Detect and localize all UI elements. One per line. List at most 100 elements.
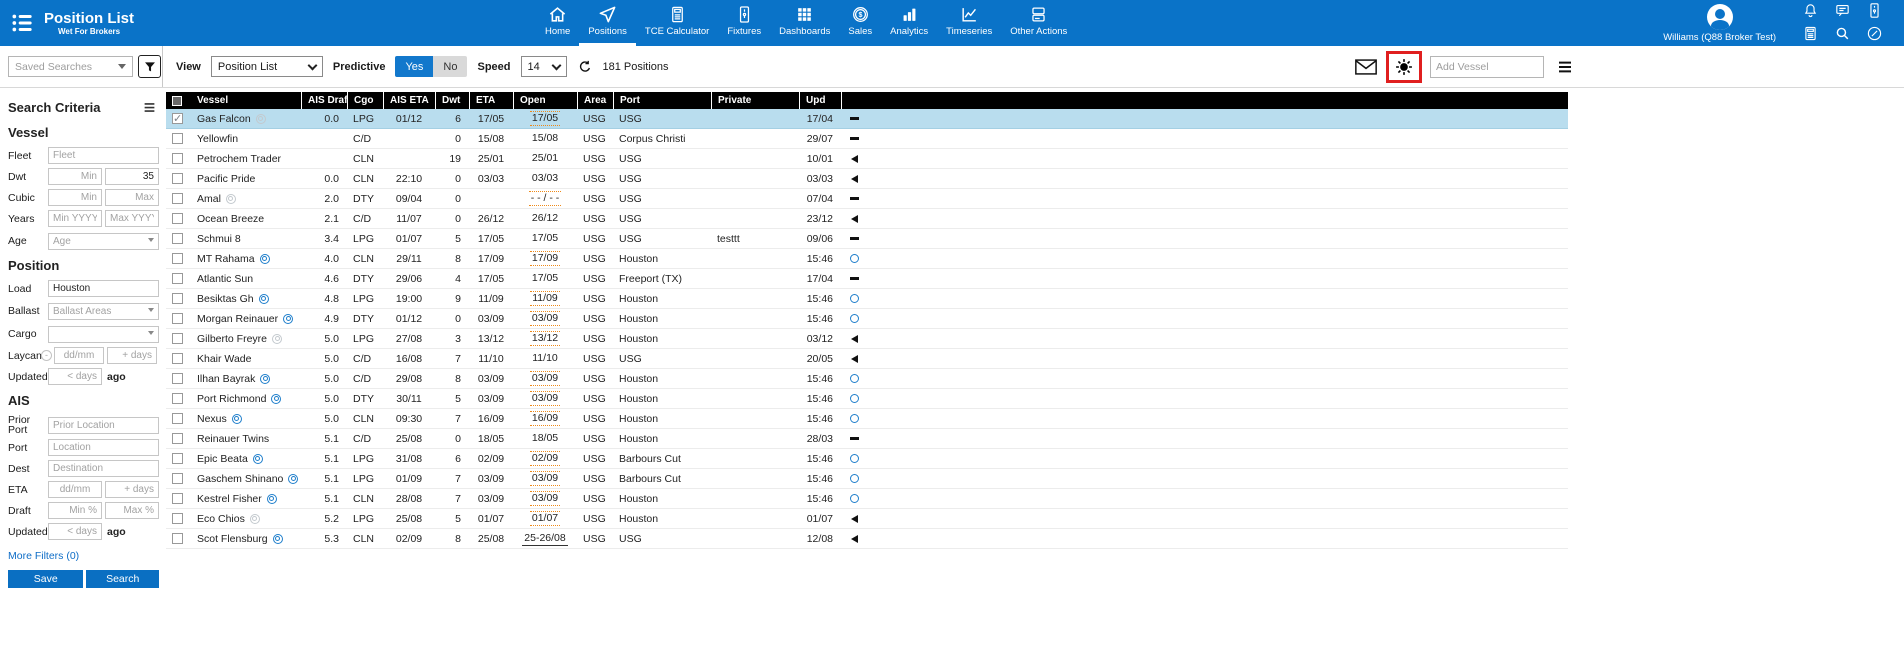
ballast-select[interactable] <box>48 303 159 320</box>
table-row[interactable]: Port Richmond 5.0 DTY 30/11 5 03/09 03/09 USG Ho… <box>166 389 1568 409</box>
vessel-name[interactable]: Morgan Reinauer <box>197 312 279 325</box>
table-row[interactable]: Scot Flensburg 5.3 CLN 02/09 8 25/08 25-26/08 U… <box>166 529 1568 549</box>
row-checkbox[interactable] <box>172 133 183 144</box>
ais-eta-days-input[interactable] <box>105 481 159 498</box>
nav-item-timeseries[interactable]: Timeseries <box>937 0 1001 46</box>
vessel-name[interactable]: Gas Falcon <box>197 112 251 125</box>
row-checkbox[interactable] <box>172 253 183 264</box>
age-select[interactable] <box>48 233 159 250</box>
column-header-open[interactable]: Open <box>513 92 577 109</box>
bell-icon[interactable] <box>1802 2 1819 19</box>
email-button[interactable] <box>1354 57 1378 77</box>
more-filters-link[interactable]: More Filters (0) <box>8 550 80 562</box>
table-row[interactable]: Gaschem Shinano 5.1 LPG 01/09 7 03/09 03/09 USG… <box>166 469 1568 489</box>
table-row[interactable]: Amal 2.0 DTY 09/04 0 - - / - - USG USG 07/04 <box>166 189 1568 209</box>
table-row[interactable]: Petrochem Trader CLN 19 25/01 25/01 USG USG 10/… <box>166 149 1568 169</box>
vessel-name[interactable]: Gaschem Shinano <box>197 472 284 485</box>
nav-item-other-actions[interactable]: Other Actions <box>1001 0 1076 46</box>
table-row[interactable]: Schmui 8 3.4 LPG 01/07 5 17/05 17/05 USG USG test… <box>166 229 1568 249</box>
row-checkbox[interactable] <box>172 473 183 484</box>
vessel-name[interactable]: Epic Beata <box>197 452 248 465</box>
row-checkbox[interactable] <box>172 313 183 324</box>
table-row[interactable]: Atlantic Sun 4.6 DTY 29/06 4 17/05 17/05 USG Fre… <box>166 269 1568 289</box>
row-checkbox[interactable] <box>172 293 183 304</box>
column-header-ais-draft[interactable]: AIS Draft↑ <box>301 92 347 109</box>
vessel-name[interactable]: Schmui 8 <box>197 232 241 245</box>
row-checkbox[interactable] <box>172 153 183 164</box>
column-header-ais-eta[interactable]: AIS ETA <box>383 92 435 109</box>
cubic-min-input[interactable] <box>48 189 102 206</box>
row-checkbox[interactable] <box>172 193 183 204</box>
years-min-input[interactable] <box>48 210 102 227</box>
saved-searches-select[interactable]: Saved Searches <box>8 56 133 77</box>
contact-card-icon[interactable] <box>1866 2 1883 19</box>
nav-item-home[interactable]: Home <box>536 0 579 46</box>
nav-item-dashboards[interactable]: Dashboards <box>770 0 839 46</box>
column-header-eta[interactable]: ETA <box>469 92 513 109</box>
search-criteria-menu-button[interactable] <box>142 101 157 114</box>
table-row[interactable]: Yellowfin C/D 0 15/08 15/08 USG Corpus Christi… <box>166 129 1568 149</box>
years-max-input[interactable] <box>105 210 159 227</box>
table-row[interactable]: Epic Beata 5.1 LPG 31/08 6 02/09 02/09 USG Barbo… <box>166 449 1568 469</box>
vessel-name[interactable]: Gilberto Freyre <box>197 332 268 345</box>
row-checkbox[interactable] <box>172 333 183 344</box>
brightness-button[interactable] <box>1394 57 1414 77</box>
column-header-port[interactable]: Port <box>613 92 711 109</box>
table-row[interactable]: Gas Falcon 0.0 LPG 01/12 6 17/05 17/05 USG USG 17… <box>166 109 1568 129</box>
table-row[interactable]: Pacific Pride 0.0 CLN 22:10 0 03/03 03/03 USG US… <box>166 169 1568 189</box>
magnifier-icon[interactable] <box>1834 25 1851 42</box>
row-checkbox[interactable] <box>172 353 183 364</box>
cargo-select[interactable] <box>48 326 159 343</box>
nav-item-tce-calculator[interactable]: TCE Calculator <box>636 0 718 46</box>
column-header-dwt[interactable]: Dwt <box>435 92 469 109</box>
table-row[interactable]: Gilberto Freyre 5.0 LPG 27/08 3 13/12 13/12 USG… <box>166 329 1568 349</box>
ais-eta-date-input[interactable] <box>48 481 102 498</box>
predictive-yes-button[interactable]: Yes <box>395 56 434 77</box>
save-button[interactable]: Save <box>8 570 84 588</box>
vessel-name[interactable]: Scot Flensburg <box>197 532 268 545</box>
load-input[interactable] <box>48 280 159 297</box>
position-updated-input[interactable] <box>48 368 102 385</box>
dwt-min-input[interactable] <box>48 168 102 185</box>
row-checkbox[interactable] <box>172 173 183 184</box>
ais-updated-input[interactable] <box>48 523 102 540</box>
refresh-button[interactable] <box>577 59 593 75</box>
laycan-minus-icon[interactable]: - <box>41 350 52 361</box>
prior-port-input[interactable] <box>48 416 159 434</box>
table-row[interactable]: MT Rahama 4.0 CLN 29/11 8 17/09 17/09 USG Housto… <box>166 249 1568 269</box>
table-row[interactable]: Ocean Breeze 2.1 C/D 11/07 0 26/12 26/12 USG USG… <box>166 209 1568 229</box>
predictive-no-button[interactable]: No <box>433 56 468 77</box>
row-checkbox[interactable] <box>172 533 183 544</box>
vessel-name[interactable]: Pacific Pride <box>197 172 256 185</box>
vessel-name[interactable]: Khair Wade <box>197 352 252 365</box>
row-checkbox[interactable] <box>172 493 183 504</box>
vessel-name[interactable]: Yellowfin <box>197 132 239 145</box>
column-header-private[interactable]: Private <box>711 92 799 109</box>
column-header-cgo[interactable]: Cgo <box>347 92 383 109</box>
row-checkbox[interactable] <box>172 233 183 244</box>
vessel-name[interactable]: Reinauer Twins <box>197 432 270 445</box>
select-all-checkbox[interactable] <box>166 95 191 106</box>
ais-port-input[interactable] <box>48 439 159 456</box>
ais-draft-min-input[interactable] <box>48 502 102 519</box>
nav-item-analytics[interactable]: Analytics <box>881 0 937 46</box>
dwt-max-input[interactable] <box>105 168 159 185</box>
table-row[interactable]: Reinauer Twins 5.1 C/D 25/08 0 18/05 18/05 USG H… <box>166 429 1568 449</box>
header-checkbox[interactable] <box>172 95 182 106</box>
fleet-input[interactable] <box>48 147 159 164</box>
table-row[interactable]: Ilhan Bayrak 5.0 C/D 29/08 8 03/09 03/09 USG Hou… <box>166 369 1568 389</box>
vessel-name[interactable]: Port Richmond <box>197 392 267 405</box>
table-row[interactable]: Khair Wade 5.0 C/D 16/08 7 11/10 11/10 USG USG 20… <box>166 349 1568 369</box>
row-checkbox[interactable] <box>172 433 183 444</box>
table-menu-button[interactable] <box>1556 59 1574 75</box>
row-checkbox[interactable] <box>172 453 183 464</box>
vessel-name[interactable]: Besiktas Gh <box>197 292 254 305</box>
nav-item-fixtures[interactable]: Fixtures <box>718 0 770 46</box>
row-checkbox[interactable] <box>172 513 183 524</box>
calculator-icon[interactable] <box>1802 25 1819 42</box>
row-checkbox[interactable] <box>172 213 183 224</box>
nav-item-positions[interactable]: Positions <box>579 0 636 46</box>
chat-icon[interactable] <box>1834 2 1851 19</box>
laycan-days-input[interactable] <box>107 347 157 364</box>
edit-icon[interactable] <box>1866 25 1883 42</box>
